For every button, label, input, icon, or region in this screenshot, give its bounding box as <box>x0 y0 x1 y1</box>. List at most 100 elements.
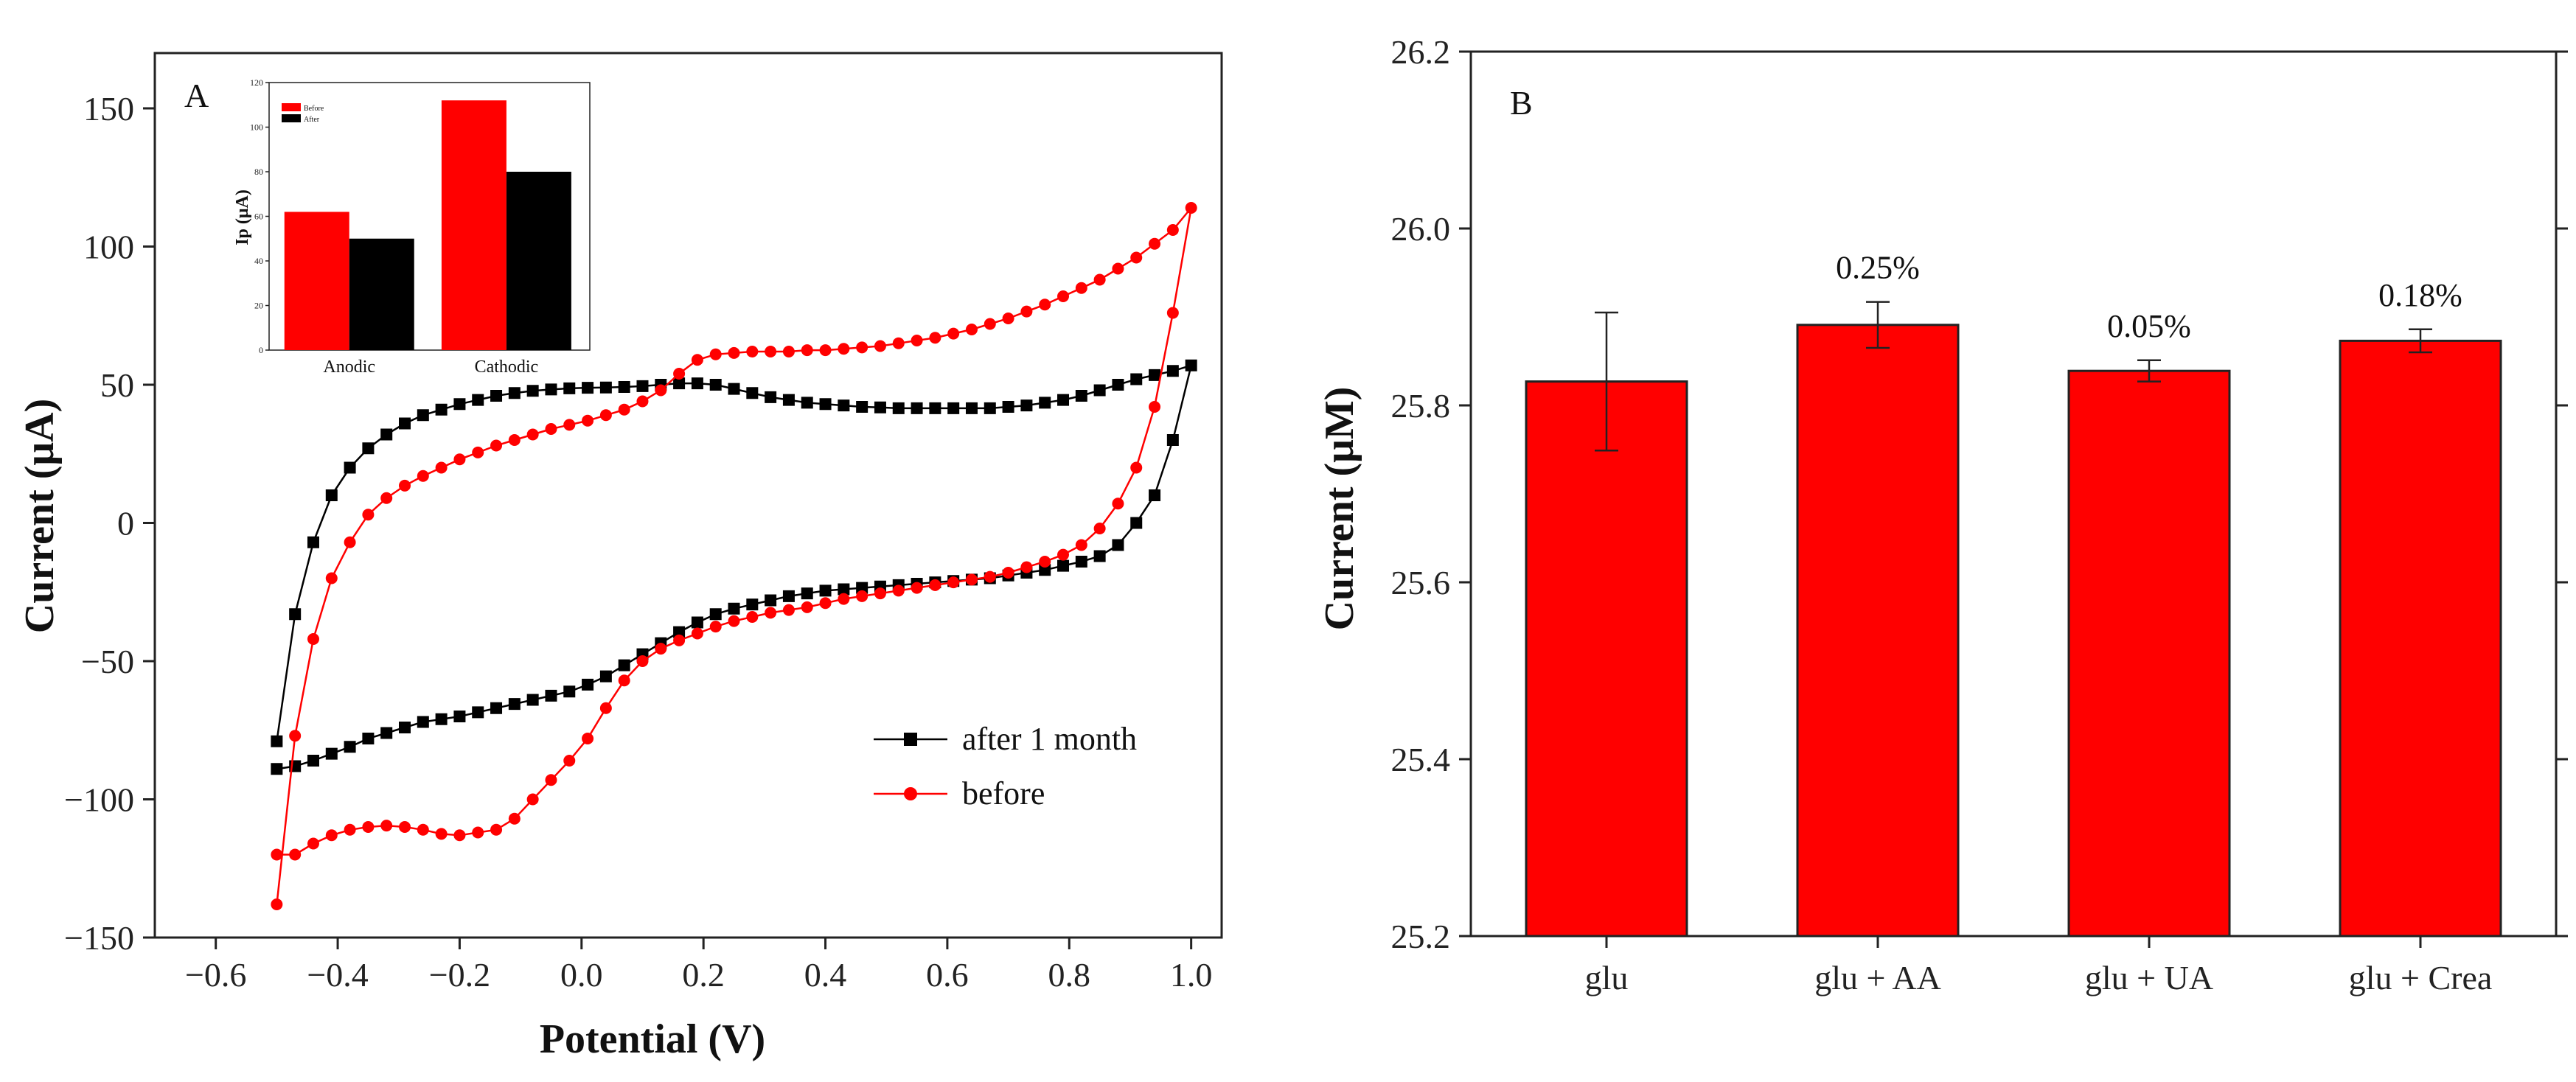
data-point <box>490 439 503 452</box>
data-point <box>1112 379 1124 391</box>
bar <box>1796 324 1960 938</box>
data-point <box>618 381 630 393</box>
data-point <box>399 722 411 733</box>
percent-annotation: 0.25% <box>1836 250 1920 286</box>
bar <box>2339 339 2502 938</box>
data-point <box>490 823 503 836</box>
data-point <box>1057 290 1070 302</box>
inset-bar-chart: Ip (μA) 0 20 40 60 80 100 120 Anodic Cathodic B… <box>233 77 593 377</box>
data-point <box>599 381 612 394</box>
data-point <box>582 733 594 744</box>
x-tick-label: glu <box>1585 959 1629 997</box>
x-tick-label: −0.6 <box>185 956 246 994</box>
inset-y-axis-label: Ip (μA) <box>233 189 252 245</box>
panel-b-label: B <box>1510 84 1533 122</box>
inset-legend-swatch-after <box>282 114 301 122</box>
data-point <box>765 607 777 619</box>
data-point <box>435 713 448 725</box>
data-point <box>599 702 612 714</box>
data-point <box>545 689 557 702</box>
data-point <box>1057 394 1070 406</box>
data-point <box>838 593 850 605</box>
data-point <box>1057 548 1070 561</box>
data-point <box>691 616 703 629</box>
data-point <box>1112 262 1124 275</box>
bar <box>2067 369 2231 938</box>
x-tick-label: −0.2 <box>429 956 490 994</box>
inset-y-tick-label: 120 <box>250 77 263 88</box>
data-point <box>508 434 521 446</box>
data-point <box>399 417 411 430</box>
data-point <box>1112 498 1124 510</box>
y-tick-label: 26.0 <box>1391 210 1451 248</box>
series-line-after <box>276 363 1193 770</box>
data-point <box>1093 273 1106 286</box>
data-point <box>819 398 832 411</box>
data-point <box>289 730 302 742</box>
data-point <box>965 402 978 414</box>
data-point <box>929 402 941 414</box>
data-point <box>655 384 667 397</box>
data-point <box>746 598 759 611</box>
data-point <box>746 387 759 399</box>
data-point <box>563 419 576 431</box>
percent-annotation: 0.05% <box>2107 308 2191 344</box>
data-point <box>746 346 759 357</box>
data-point <box>362 821 375 833</box>
data-point <box>1166 365 1179 377</box>
data-point <box>911 582 923 594</box>
data-point <box>892 337 905 349</box>
data-point <box>545 383 557 396</box>
data-point <box>1093 384 1106 397</box>
data-point <box>782 346 795 357</box>
data-point <box>801 344 813 357</box>
data-point <box>344 741 356 753</box>
inset-legend-swatch-before <box>282 103 301 111</box>
data-point <box>1185 202 1197 214</box>
data-point <box>307 536 319 548</box>
data-point <box>545 774 557 786</box>
data-point <box>929 579 941 591</box>
data-point <box>526 793 539 806</box>
data-point <box>417 409 429 422</box>
panel-a-legend: after 1 month before <box>874 721 1137 811</box>
data-point <box>271 898 283 910</box>
data-point <box>947 327 960 340</box>
data-point <box>819 597 832 610</box>
data-point <box>1039 299 1051 311</box>
data-point <box>545 423 557 435</box>
data-point <box>1130 373 1143 385</box>
panel-a-plot-frame <box>153 52 1223 939</box>
x-tick-label: 0.4 <box>804 956 847 994</box>
y-tick-label: 0 <box>117 505 134 542</box>
inset-y-tick-label: 0 <box>259 345 263 355</box>
data-point <box>782 394 795 406</box>
data-point <box>526 694 539 706</box>
y-tick-label: 50 <box>100 366 134 404</box>
data-point <box>636 395 649 408</box>
data-point <box>856 582 868 594</box>
x-tick-label: 0.6 <box>926 956 969 994</box>
data-point <box>801 587 813 600</box>
data-point <box>1149 401 1161 413</box>
data-point <box>289 848 302 861</box>
data-point <box>1093 523 1106 534</box>
y-tick-label: 26.2 <box>1391 33 1451 71</box>
legend-label-before: before <box>962 775 1045 811</box>
data-point <box>856 590 868 602</box>
panel-b-bars: 0.25% 0.05% 0.18% <box>1525 250 2502 938</box>
inset-legend-label-before: Before <box>304 105 324 113</box>
x-tick-label: glu + Crea <box>2349 959 2493 997</box>
data-point <box>380 492 393 504</box>
data-point <box>911 335 923 346</box>
data-point <box>911 402 923 414</box>
data-point <box>582 382 594 394</box>
y-tick-label: −100 <box>64 781 134 819</box>
data-point <box>344 823 356 836</box>
data-point <box>691 354 703 366</box>
data-point <box>1166 307 1179 319</box>
inset-legend-label-after: After <box>304 116 320 124</box>
data-point <box>655 643 667 655</box>
data-point <box>874 587 886 600</box>
